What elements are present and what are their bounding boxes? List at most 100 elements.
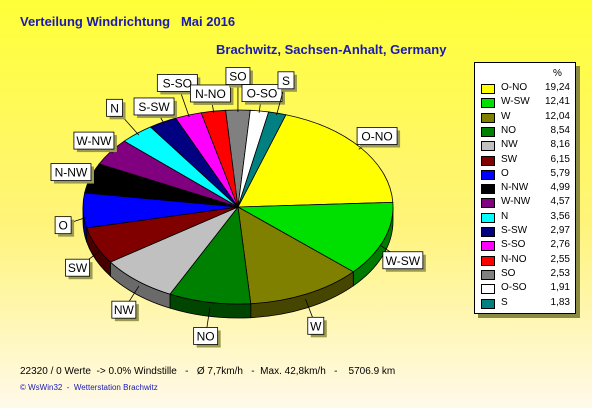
legend-label: S-SO bbox=[501, 239, 526, 251]
legend-value: 12,41 bbox=[544, 96, 570, 108]
legend-label: NO bbox=[501, 124, 516, 136]
legend-value: 2,76 bbox=[550, 239, 570, 251]
label-box-sw bbox=[65, 258, 90, 277]
legend-swatch bbox=[481, 212, 495, 223]
legend-label: S bbox=[501, 296, 508, 308]
legend-swatch bbox=[481, 98, 495, 109]
label-box-w bbox=[307, 316, 325, 335]
legend-entry-s-sw: S-SW 2,97 bbox=[475, 225, 575, 238]
legend-label: O-SO bbox=[501, 282, 527, 294]
legend-label: SO bbox=[501, 267, 516, 279]
legend-label: N bbox=[501, 210, 509, 222]
legend-label: O-NO bbox=[501, 82, 528, 93]
legend-value: 19,24 bbox=[544, 82, 570, 93]
label-box-o bbox=[54, 216, 72, 235]
legend-entry-n-no: N-NO 2,55 bbox=[475, 254, 575, 267]
legend-entry-w-sw: W-SW 12,41 bbox=[475, 96, 575, 109]
legend-swatch bbox=[481, 255, 495, 266]
legend-entry-no: NO 8,54 bbox=[475, 125, 575, 138]
label-box-w-sw bbox=[382, 251, 424, 270]
pie-slices bbox=[82, 109, 394, 305]
pie-slice-w bbox=[237, 206, 355, 305]
legend-entry-nw: NW 8,16 bbox=[475, 139, 575, 152]
label-box-o-no bbox=[356, 127, 398, 145]
slice-label-s-so: S-SO bbox=[163, 76, 192, 90]
legend-swatch bbox=[481, 126, 495, 137]
slice-label-sw: SW bbox=[68, 261, 88, 275]
slice-label-s: S bbox=[282, 74, 290, 88]
legend-swatch bbox=[481, 241, 495, 252]
legend-entry-o-so: O-SO 1,91 bbox=[475, 282, 575, 295]
legend-label: SW bbox=[501, 153, 518, 165]
legend-unit-header: % bbox=[553, 68, 562, 79]
legend-entry-n-nw: N-NW 4,99 bbox=[475, 182, 575, 195]
chart-title: Verteilung Windrichtung Mai 2016 bbox=[20, 14, 236, 29]
slice-label-nw: NW bbox=[114, 303, 135, 317]
legend-swatch bbox=[481, 269, 495, 280]
slice-label-n-nw: N-NW bbox=[55, 166, 88, 180]
legend-entry-w-nw: W-NW 4,57 bbox=[475, 196, 575, 209]
label-box-s-so bbox=[156, 74, 198, 92]
slice-label-w-nw: W-NW bbox=[76, 134, 112, 148]
legend-value: 2,55 bbox=[550, 253, 570, 265]
legend-entry-o-no: O-NO 19,24 bbox=[475, 82, 575, 95]
legend-entry-o: O 5,79 bbox=[475, 168, 575, 181]
legend-entry-s-so: S-SO 2,76 bbox=[475, 239, 575, 252]
slice-label-no: NO bbox=[197, 329, 215, 343]
legend-label: W-SW bbox=[501, 96, 530, 108]
pie-slice-w-sw bbox=[236, 201, 394, 273]
legend-entry-n: N 3,56 bbox=[475, 211, 575, 224]
label-box-n-no bbox=[190, 84, 231, 103]
legend-label: S-SW bbox=[501, 225, 528, 236]
footer-credit: © WsWin32 - Wetterstation Brachwitz bbox=[20, 383, 158, 392]
chart-subtitle: Brachwitz, Sachsen-Anhalt, Germany bbox=[216, 42, 447, 57]
legend-swatch bbox=[481, 298, 495, 309]
slice-label-o: O bbox=[58, 219, 67, 233]
legend-value: 1,91 bbox=[550, 282, 570, 294]
label-box-so bbox=[225, 67, 251, 85]
legend-label: O bbox=[501, 167, 509, 179]
label-box-no bbox=[193, 327, 219, 345]
legend-label: N-NW bbox=[501, 182, 529, 194]
pie-slice-no bbox=[169, 206, 252, 305]
label-box-n-nw bbox=[50, 163, 92, 181]
label-box-nw bbox=[111, 300, 137, 319]
legend-value: 12,04 bbox=[544, 110, 570, 122]
slice-label-n: N bbox=[110, 101, 119, 115]
pie-labels: O-NO W-SW W NO NW SW O N-NW W-NW N S-SW S-SON-NOSOO… bbox=[50, 67, 426, 348]
legend-value: 2,97 bbox=[550, 225, 570, 236]
legend-swatch bbox=[481, 184, 495, 195]
legend-entry-w: W 12,04 bbox=[475, 111, 575, 124]
legend: % O-NO 19,24 W-SW 12,41 W 12,04 NO 8,54 NW 8,16 SW… bbox=[474, 62, 576, 314]
legend-value: 6,15 bbox=[550, 153, 570, 165]
legend-value: 4,99 bbox=[550, 182, 570, 194]
legend-entry-so: SO 2,53 bbox=[475, 268, 575, 281]
label-box-n bbox=[106, 98, 123, 117]
legend-value: 2,53 bbox=[550, 267, 570, 279]
slice-label-o-no: O-NO bbox=[361, 129, 392, 143]
slice-label-o-so: O-SO bbox=[247, 87, 278, 101]
legend-value: 8,16 bbox=[550, 139, 570, 151]
legend-label: NW bbox=[501, 139, 518, 151]
pie-slice-o-no bbox=[237, 114, 394, 208]
legend-value: 8,54 bbox=[550, 124, 570, 136]
label-box-s-sw bbox=[133, 97, 175, 116]
label-box-o-so bbox=[241, 84, 283, 103]
slice-label-n-no: N-NO bbox=[195, 87, 226, 101]
legend-swatch bbox=[481, 169, 495, 180]
legend-entry-s: S 1,83 bbox=[475, 297, 575, 310]
legend-swatch bbox=[481, 155, 495, 166]
slice-label-so: SO bbox=[229, 70, 246, 84]
footer-stats: 22320 / 0 Werte -> 0.0% Windstille - Ø 7… bbox=[20, 366, 396, 377]
legend-label: W-NW bbox=[501, 196, 531, 208]
legend-swatch bbox=[481, 227, 495, 237]
legend-swatch bbox=[481, 141, 495, 152]
label-box-s bbox=[277, 71, 295, 90]
label-box-w-nw bbox=[73, 131, 115, 150]
legend-value: 4,57 bbox=[550, 196, 570, 208]
legend-swatch bbox=[481, 284, 495, 295]
slice-label-w: W bbox=[310, 319, 322, 333]
legend-value: 1,83 bbox=[550, 296, 570, 308]
